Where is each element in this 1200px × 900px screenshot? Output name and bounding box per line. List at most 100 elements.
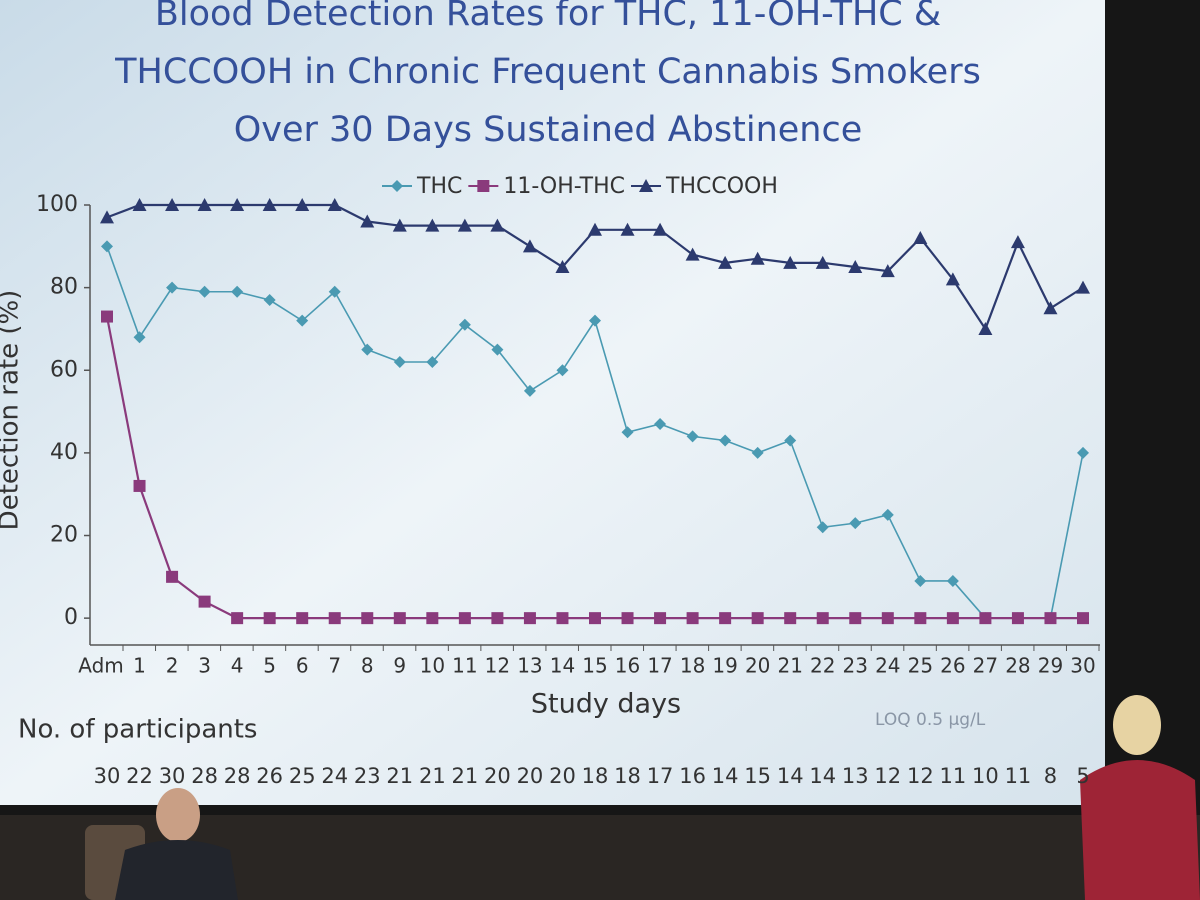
point	[165, 198, 180, 211]
annotation: LOQ 0.5 µg/L	[875, 710, 986, 730]
point	[653, 222, 668, 236]
point	[881, 612, 894, 625]
point	[231, 285, 244, 298]
chart-title: Over 30 Days Sustained Abstinence	[234, 110, 863, 150]
point	[296, 612, 309, 625]
legend-marker	[639, 179, 654, 192]
x-tick-label: 4	[231, 654, 244, 678]
point	[360, 214, 375, 228]
participant-count: 21	[386, 764, 413, 788]
point	[979, 612, 992, 625]
legend-marker	[477, 180, 490, 192]
point	[425, 218, 440, 232]
point	[198, 595, 211, 608]
point	[327, 198, 342, 211]
legend-marker	[391, 180, 403, 192]
point	[849, 517, 862, 530]
x-tick-label: 8	[361, 654, 374, 678]
point	[101, 310, 113, 323]
x-tick-label: 5	[263, 654, 276, 678]
point	[458, 318, 471, 331]
point	[621, 612, 634, 625]
point	[880, 264, 895, 278]
x-tick-label: 20	[745, 654, 770, 678]
point	[522, 239, 537, 253]
point	[1044, 612, 1057, 625]
x-tick-label: 13	[517, 654, 542, 678]
point	[1010, 235, 1025, 249]
point	[719, 434, 732, 447]
participants-label: No. of participants	[18, 715, 257, 745]
x-tick-label: 30	[1070, 654, 1095, 678]
point	[361, 343, 374, 356]
participant-count: 20	[549, 764, 576, 788]
point	[750, 251, 765, 265]
point	[816, 612, 829, 625]
point	[978, 321, 993, 335]
y-axis-label: Detection rate (%)	[0, 290, 25, 531]
point	[198, 285, 211, 298]
point	[230, 198, 245, 211]
x-tick-label: 7	[328, 654, 341, 678]
participant-count: 17	[647, 764, 674, 788]
x-tick-label: 12	[485, 654, 510, 678]
point	[654, 612, 667, 625]
x-tick-label: 3	[198, 654, 211, 678]
participant-count: 14	[809, 764, 836, 788]
point	[914, 574, 927, 587]
point	[589, 314, 601, 327]
participant-count: 28	[191, 764, 218, 788]
point	[556, 612, 569, 625]
point	[1076, 280, 1090, 294]
participant-count: 30	[94, 764, 121, 788]
participant-count: 20	[484, 764, 511, 788]
x-tick-label: 11	[452, 654, 477, 678]
participant-count: 14	[777, 764, 804, 788]
participant-count: 21	[419, 764, 446, 788]
point	[685, 247, 700, 261]
participant-count: 8	[1044, 764, 1057, 788]
participant-count: 10	[972, 764, 999, 788]
point	[361, 612, 374, 625]
point	[133, 331, 146, 344]
point	[881, 508, 894, 521]
x-tick-label: Adm	[78, 654, 124, 678]
participant-count: 25	[289, 764, 316, 788]
x-tick-label: 1	[133, 654, 146, 678]
point	[491, 612, 504, 625]
point	[751, 446, 764, 459]
point	[296, 314, 309, 327]
point	[588, 222, 602, 236]
point	[426, 355, 439, 368]
y-tick-label: 100	[36, 192, 78, 217]
slide	[0, 0, 1105, 805]
participant-count: 13	[842, 764, 869, 788]
participant-count: 21	[451, 764, 478, 788]
point	[1043, 301, 1058, 315]
participant-count: 16	[679, 764, 706, 788]
point	[913, 231, 928, 245]
point	[1077, 446, 1089, 459]
point	[133, 479, 146, 492]
x-tick-label: 23	[843, 654, 868, 678]
point	[849, 612, 862, 625]
point	[263, 294, 276, 307]
point	[166, 281, 179, 294]
point	[1077, 612, 1089, 625]
point	[946, 574, 959, 587]
participant-count: 28	[224, 764, 251, 788]
speaker-body	[1080, 760, 1200, 900]
x-axis-label: Study days	[531, 689, 681, 720]
person-body	[115, 840, 238, 900]
chart-title: Blood Detection Rates for THC, 11-OH-THC…	[155, 0, 941, 34]
participant-count: 20	[517, 764, 544, 788]
point	[816, 521, 829, 534]
point	[815, 255, 830, 269]
y-tick-label: 0	[64, 605, 78, 630]
point	[491, 343, 504, 356]
point	[848, 259, 863, 273]
point	[686, 612, 699, 625]
point	[719, 612, 732, 625]
participant-count: 12	[907, 764, 934, 788]
point	[784, 612, 797, 625]
